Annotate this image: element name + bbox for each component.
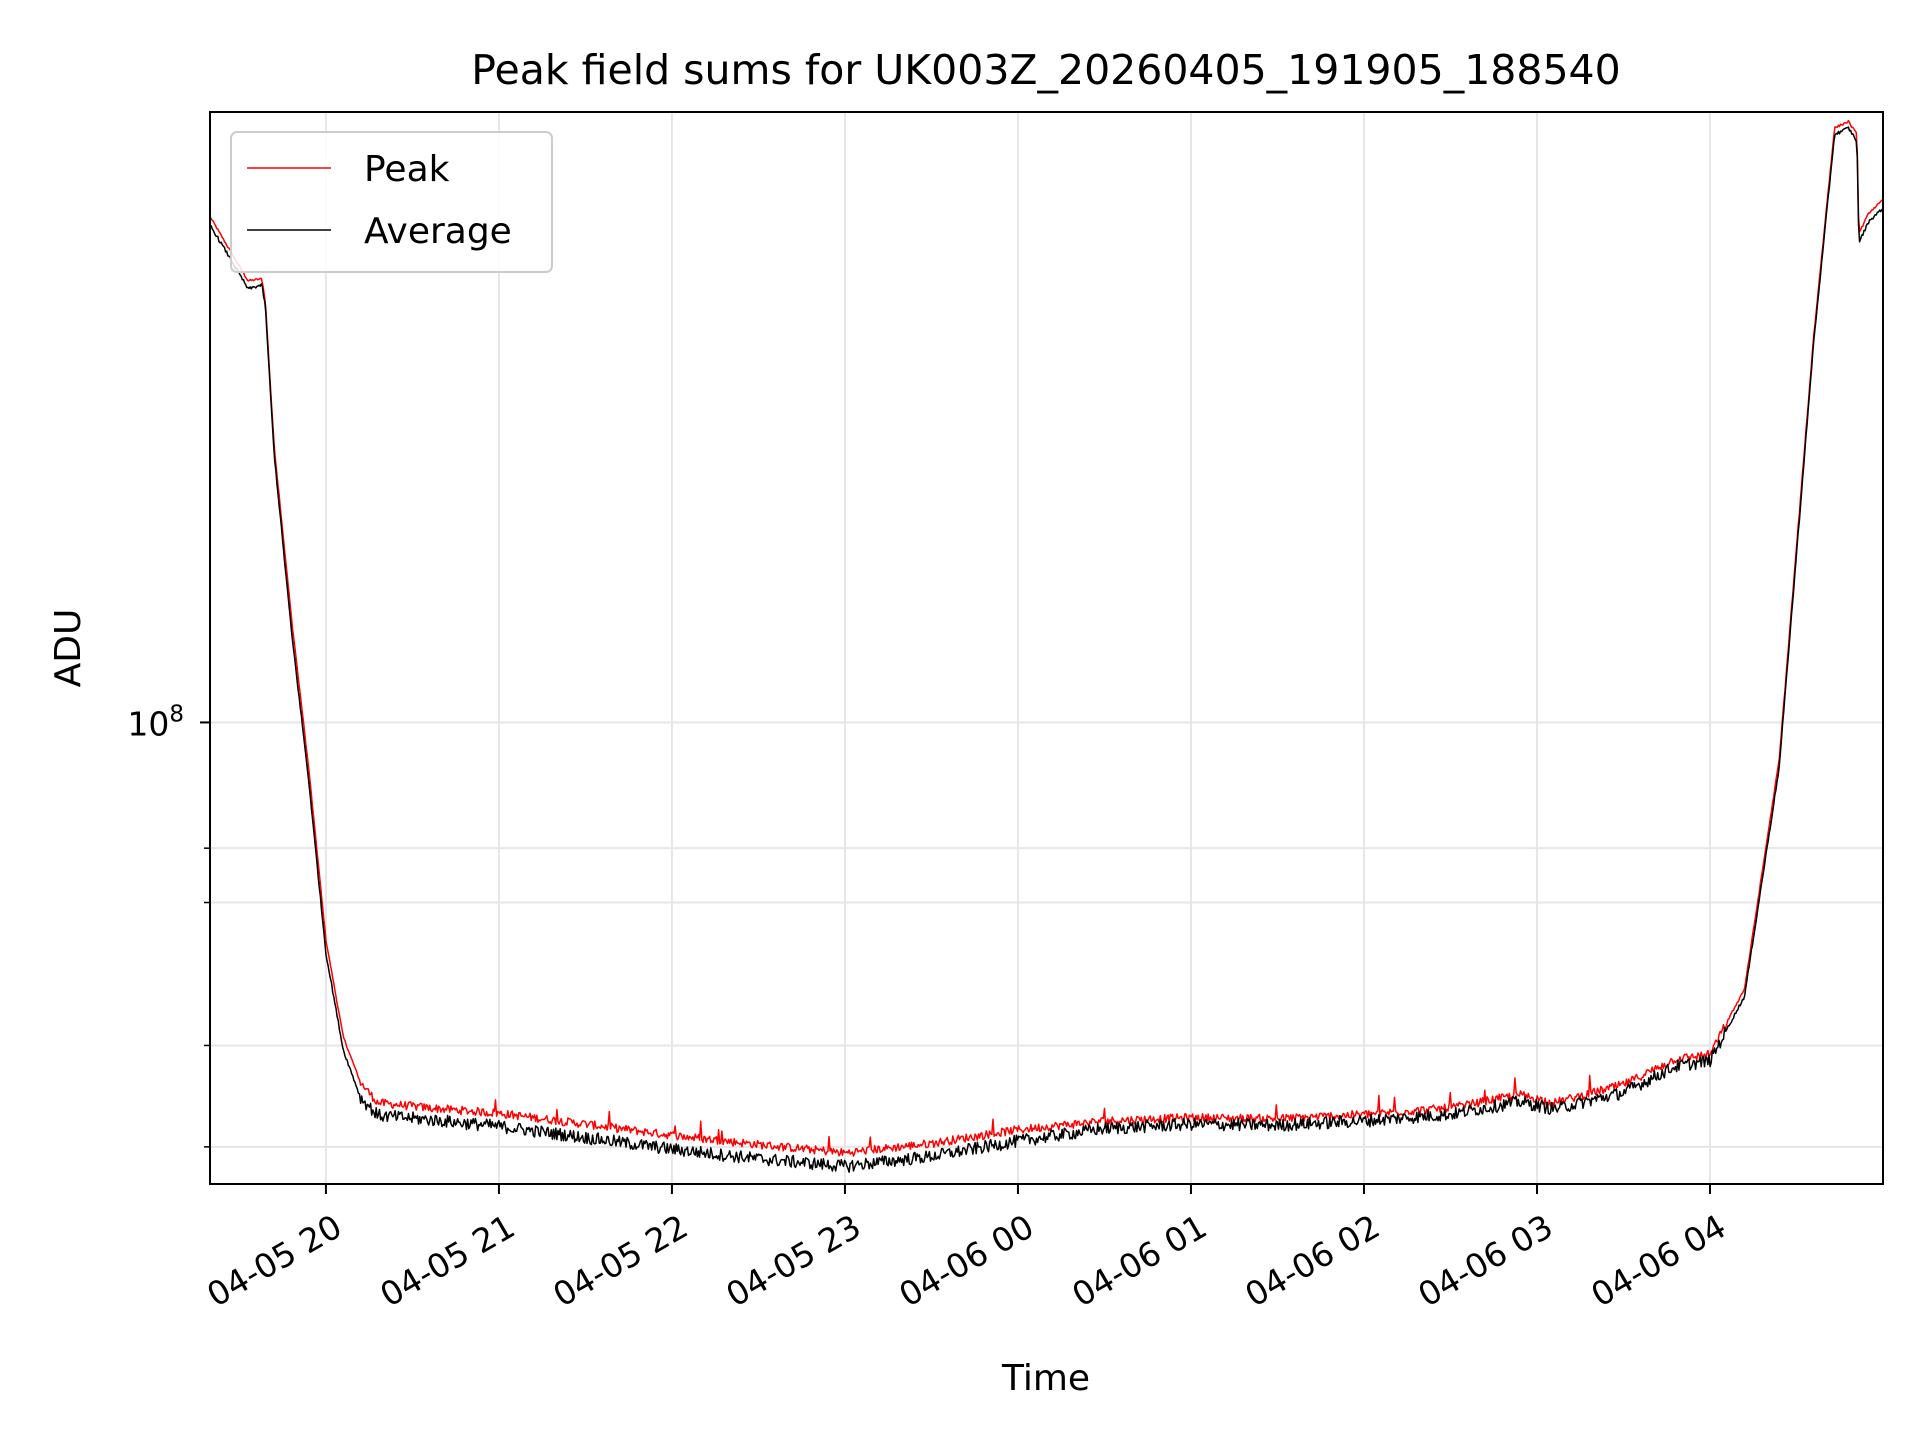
legend-label-peak: Peak: [364, 149, 450, 190]
y-axis-label: ADU: [48, 609, 89, 688]
series-line-average: [209, 126, 1884, 1173]
series-layer: [209, 119, 1884, 1173]
y-axis-ticks: 108: [127, 701, 210, 1148]
plot-frame: [209, 111, 1884, 1185]
legend-label-average: Average: [364, 211, 512, 252]
chart-title: Peak field sums for UK003Z_20260405_1919…: [471, 46, 1620, 94]
x-axis-label: Time: [1001, 1358, 1090, 1399]
grid: [210, 112, 1883, 1184]
legend-box: [230, 131, 553, 273]
y-tick-label: 108: [127, 701, 184, 743]
series-line-peak: [209, 119, 1884, 1157]
legend: Peak Average: [230, 131, 553, 273]
